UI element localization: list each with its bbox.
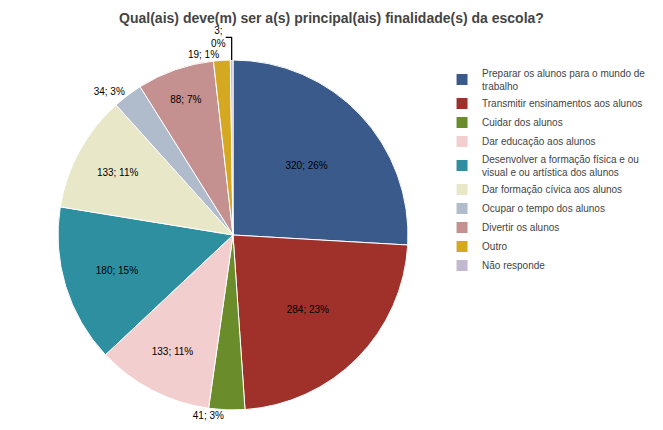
svg-text:133; 11%: 133; 11% [97,167,139,178]
svg-text:284; 23%: 284; 23% [287,304,329,315]
svg-text:Outro: Outro [482,241,507,252]
svg-text:34; 3%: 34; 3% [94,86,125,97]
svg-text:320; 26%: 320; 26% [285,160,327,171]
svg-text:133; 11%: 133; 11% [152,346,194,357]
svg-text:88; 7%: 88; 7% [170,94,201,105]
svg-text:3;0%: 3;0% [211,25,226,49]
svg-text:Desenvolver a formação física: Desenvolver a formação física e ouvisual… [482,154,639,178]
svg-text:41; 3%: 41; 3% [193,410,224,421]
svg-text:Divertir os alunos: Divertir os alunos [482,222,559,233]
svg-text:180; 15%: 180; 15% [96,265,138,276]
svg-text:Transmitir ensinamentos aos al: Transmitir ensinamentos aos alunos [482,98,642,109]
svg-text:Dar educação aos alunos: Dar educação aos alunos [482,136,595,147]
svg-text:Qual(ais) deve(m) ser a(s) pri: Qual(ais) deve(m) ser a(s) principal(ais… [119,10,544,26]
svg-text:Cuidar dos alunos: Cuidar dos alunos [482,117,563,128]
svg-text:Dar formação cívica aos alunos: Dar formação cívica aos alunos [482,184,622,195]
svg-text:Ocupar o tempo dos alunos: Ocupar o tempo dos alunos [482,203,605,214]
svg-text:Não responde: Não responde [482,260,545,271]
svg-text:19; 1%: 19; 1% [188,49,219,60]
svg-text:Preparar os alunos para o mund: Preparar os alunos para o mundo detrabal… [482,68,645,92]
